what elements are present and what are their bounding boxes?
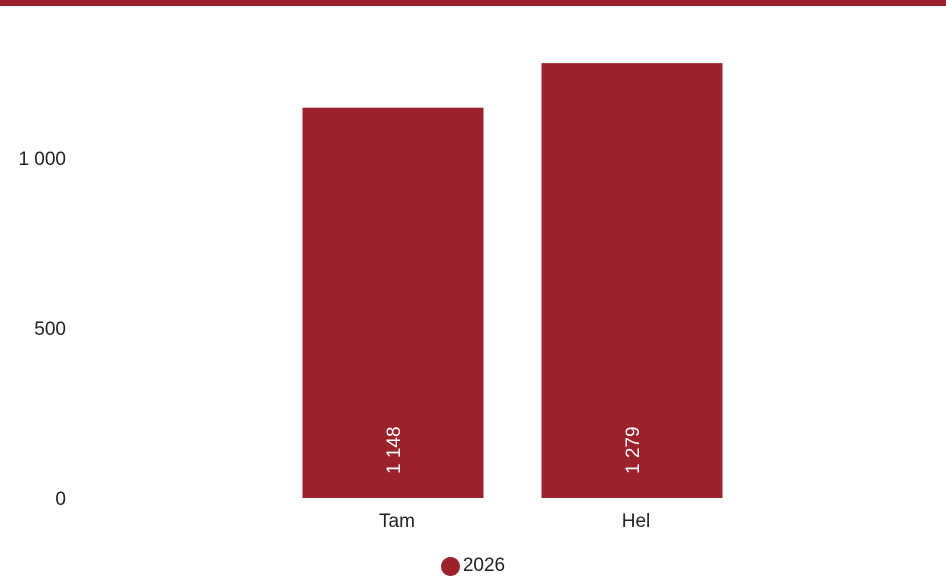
top-accent-bar bbox=[0, 0, 946, 6]
legend[interactable]: 2026 bbox=[0, 555, 946, 577]
y-tick-label: 500 bbox=[34, 319, 66, 340]
y-tick-label: 0 bbox=[55, 489, 66, 510]
x-tick-label: Tam bbox=[379, 511, 415, 532]
legend-swatch bbox=[440, 556, 460, 576]
legend-label: 2026 bbox=[462, 555, 506, 576]
x-tick-label: Hel bbox=[622, 511, 651, 532]
data-label: 1 148 bbox=[384, 426, 405, 474]
data-label: 1 279 bbox=[623, 426, 644, 474]
bar-tam[interactable] bbox=[302, 107, 484, 499]
bar-hel[interactable] bbox=[541, 63, 723, 498]
bar-chart: 0 500 1 000 1 148 Tam 1 279 Hel bbox=[18, 63, 723, 532]
y-tick-label: 1 000 bbox=[18, 149, 66, 170]
